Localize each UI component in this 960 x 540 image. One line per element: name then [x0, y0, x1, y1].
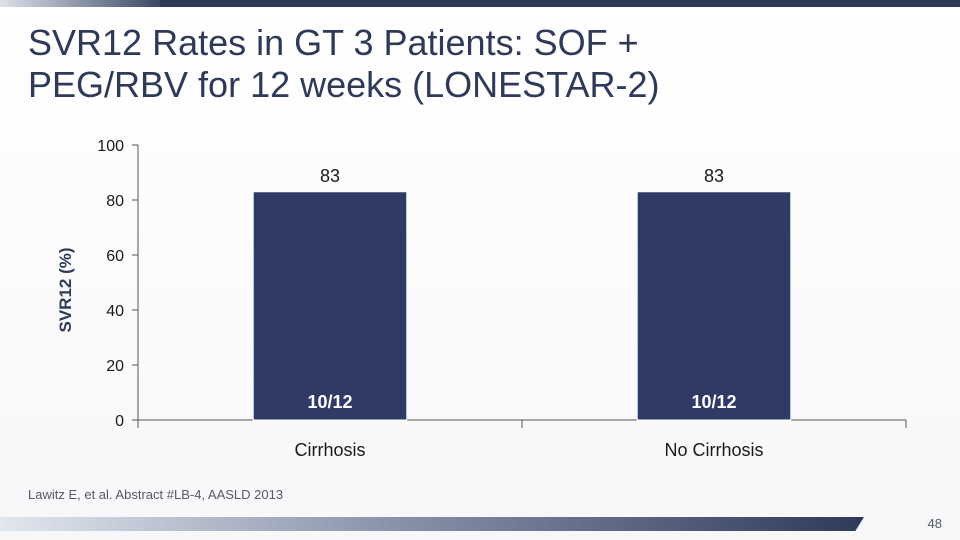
- bar-value-label: 83: [704, 166, 724, 186]
- slide-title-line-2: PEG/RBV for 12 weeks (LONESTAR-2): [28, 64, 660, 105]
- bars: 83 10/12 83 10/12: [252, 166, 792, 421]
- y-axis: 0 20 40 60 80 100: [97, 138, 139, 430]
- y-axis-title: SVR12 (%): [56, 247, 75, 332]
- bar-value-label: 83: [320, 166, 340, 186]
- y-axis-tick-label: 60: [106, 248, 124, 265]
- footnote-citation: Lawitz E, et al. Abstract #LB-4, AASLD 2…: [28, 487, 284, 502]
- bar-inner-label: 10/12: [691, 392, 736, 412]
- top-accent-bar-right: [160, 0, 960, 7]
- bar-inner-label: 10/12: [307, 392, 352, 412]
- y-axis-tick-label: 100: [97, 138, 124, 155]
- slide-title: SVR12 Rates in GT 3 Patients: SOF + PEG/…: [28, 22, 928, 106]
- slide-title-line-1: SVR12 Rates in GT 3 Patients: SOF +: [28, 22, 639, 63]
- bar-cirrhosis: [252, 191, 408, 421]
- y-axis-tick-label: 0: [115, 413, 124, 430]
- y-axis-tick-label: 80: [106, 193, 124, 210]
- x-axis-category-label: No Cirrhosis: [664, 440, 763, 460]
- bottom-accent-band: [0, 517, 864, 531]
- y-axis-tick-label: 40: [106, 303, 124, 320]
- top-accent-bar-left: [0, 0, 160, 7]
- bar-no-cirrhosis: [636, 191, 792, 421]
- x-axis-category-label: Cirrhosis: [294, 440, 365, 460]
- svr12-bar-chart: 0 20 40 60 80 100 Cirrhosis No Cirrhosis 83 10/…: [56, 138, 907, 460]
- y-axis-tick-label: 20: [106, 358, 124, 375]
- page-number: 48: [927, 516, 942, 531]
- x-axis: Cirrhosis No Cirrhosis: [137, 419, 907, 460]
